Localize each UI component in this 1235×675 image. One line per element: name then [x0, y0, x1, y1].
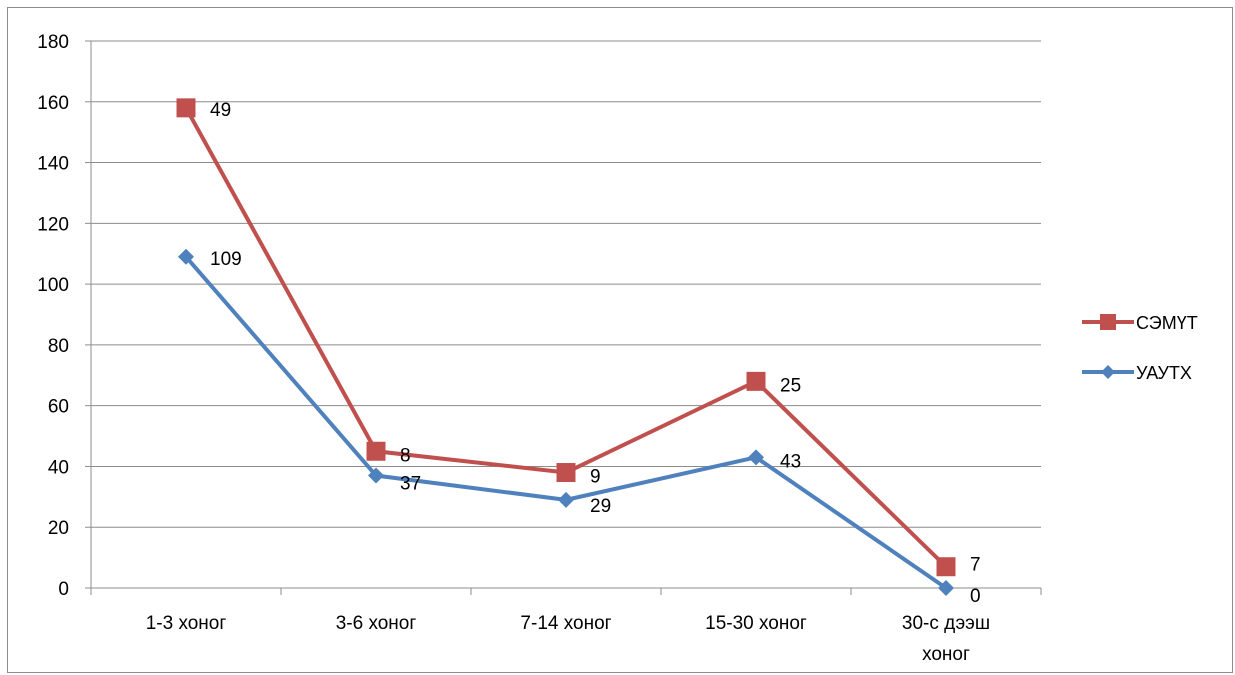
data-label: 8 [400, 445, 411, 466]
data-point-diamond [938, 580, 954, 596]
legend-item-1: УАУТХ [1082, 363, 1192, 383]
y-tick-label: 40 [48, 457, 69, 478]
legend-item-0: СЭМҮТ [1082, 313, 1198, 333]
data-point-square [366, 441, 386, 461]
data-label: 109 [210, 249, 242, 270]
data-point-diamond [558, 491, 574, 508]
y-tick-label: 0 [58, 579, 69, 600]
series-line-1 [184, 255, 948, 590]
gridlines [91, 40, 1041, 528]
data-label: 7 [970, 555, 981, 576]
legend-label: УАУТХ [1136, 363, 1192, 383]
data-point-diamond [748, 449, 764, 466]
data-point-square [746, 371, 766, 391]
data-label: 43 [780, 451, 801, 472]
y-tick-label: 180 [37, 32, 69, 53]
data-point-diamond [178, 248, 194, 265]
legend-marker-diamond [1101, 365, 1115, 379]
data-point-diamond [368, 467, 384, 484]
data-label: 9 [590, 467, 601, 488]
legend-label: СЭМҮТ [1136, 313, 1198, 333]
y-tick-label: 120 [37, 214, 69, 235]
x-tick-label: 7-14 хоног [520, 613, 611, 634]
data-label: 37 [400, 474, 421, 495]
series-group [176, 98, 956, 596]
y-tick-label: 140 [37, 154, 69, 175]
y-tick-label: 160 [37, 93, 69, 114]
data-point-square [556, 463, 576, 483]
x-axis-ticks: 1-3 хоног 3-6 хоног 7-14 хоног 15-30 хоног 3… [146, 613, 990, 665]
data-label: 0 [970, 586, 981, 607]
y-tick-label: 100 [37, 275, 69, 296]
y-axis-ticks: 0 20 40 60 80 100 120 140 160 180 [37, 32, 69, 600]
x-tick-label: 15-30 хоног [705, 613, 807, 634]
data-label: 29 [590, 496, 611, 517]
x-tick-label: 1-3 хоног [146, 613, 227, 634]
x-tick-label: 3-6 хоног [336, 613, 417, 634]
y-tick-label: 60 [48, 397, 69, 418]
legend: СЭМҮТ УАУТХ [1082, 313, 1198, 383]
data-labels: 49 8 9 25 7 109 37 29 43 0 [210, 100, 981, 607]
axes [85, 40, 1042, 595]
data-label: 25 [780, 375, 801, 396]
y-tick-label: 80 [48, 336, 69, 357]
legend-marker-square [1100, 314, 1116, 330]
data-point-square [936, 557, 956, 577]
chart-frame [7, 7, 1233, 673]
data-point-square [176, 98, 196, 118]
y-tick-label: 20 [48, 518, 69, 539]
x-tick-label: 30-с дээш хоног [902, 613, 990, 665]
data-label: 49 [210, 100, 231, 121]
